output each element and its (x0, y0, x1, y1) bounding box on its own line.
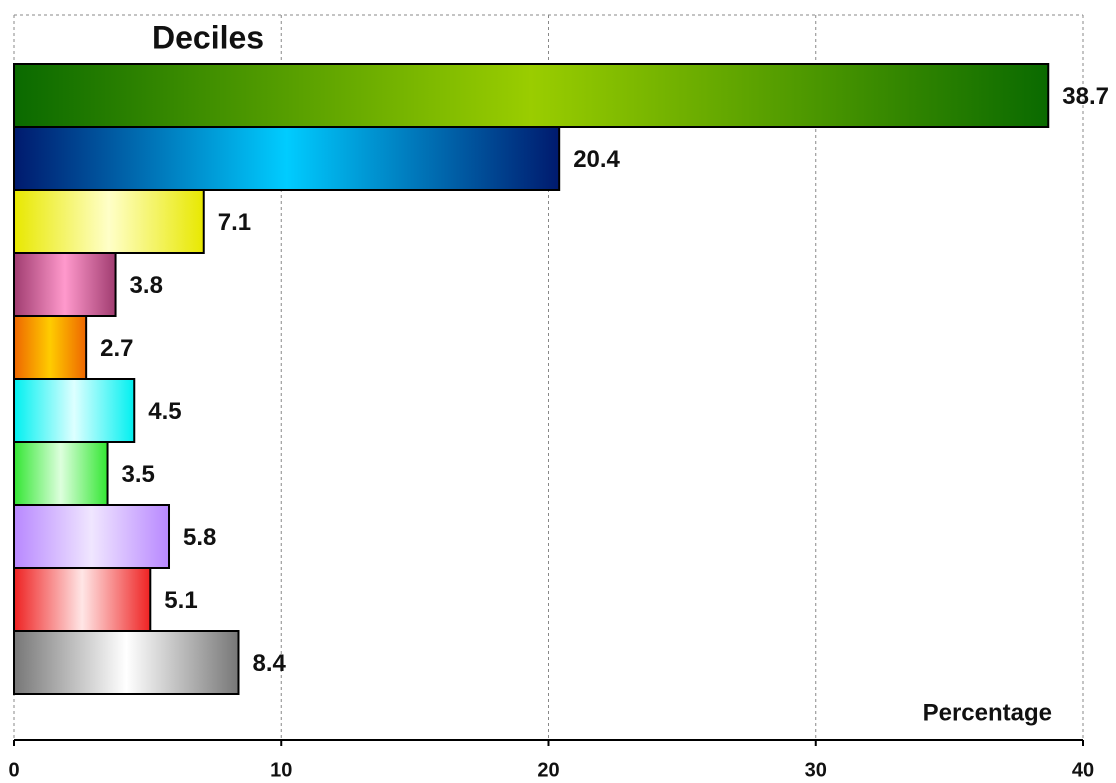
value-label: 20.4 (573, 146, 620, 173)
value-label: 5.1 (164, 587, 197, 614)
bar (13, 630, 240, 695)
value-label: 38.7 (1062, 83, 1109, 110)
bar (13, 504, 171, 569)
bar (13, 441, 109, 506)
value-label: 3.8 (130, 272, 163, 299)
bar (13, 315, 88, 380)
x-tick-label: 0 (8, 759, 19, 781)
value-label: 3.5 (122, 461, 155, 488)
x-axis-label: Percentage (923, 699, 1052, 726)
bar (13, 378, 136, 443)
value-label: 2.7 (100, 335, 133, 362)
value-label: 5.8 (183, 524, 216, 551)
value-label: 4.5 (148, 398, 181, 425)
value-label: 8.4 (252, 650, 286, 677)
value-label: 7.1 (218, 209, 251, 236)
bar (13, 189, 205, 254)
x-tick-label: 30 (805, 759, 827, 781)
bar (13, 567, 152, 632)
bar (13, 252, 117, 317)
x-tick-label: 20 (537, 759, 559, 781)
chart-title: Deciles (152, 19, 264, 55)
bar (13, 63, 1050, 128)
x-tick-label: 10 (270, 759, 292, 781)
x-tick-label: 40 (1072, 759, 1094, 781)
bar (13, 126, 561, 191)
